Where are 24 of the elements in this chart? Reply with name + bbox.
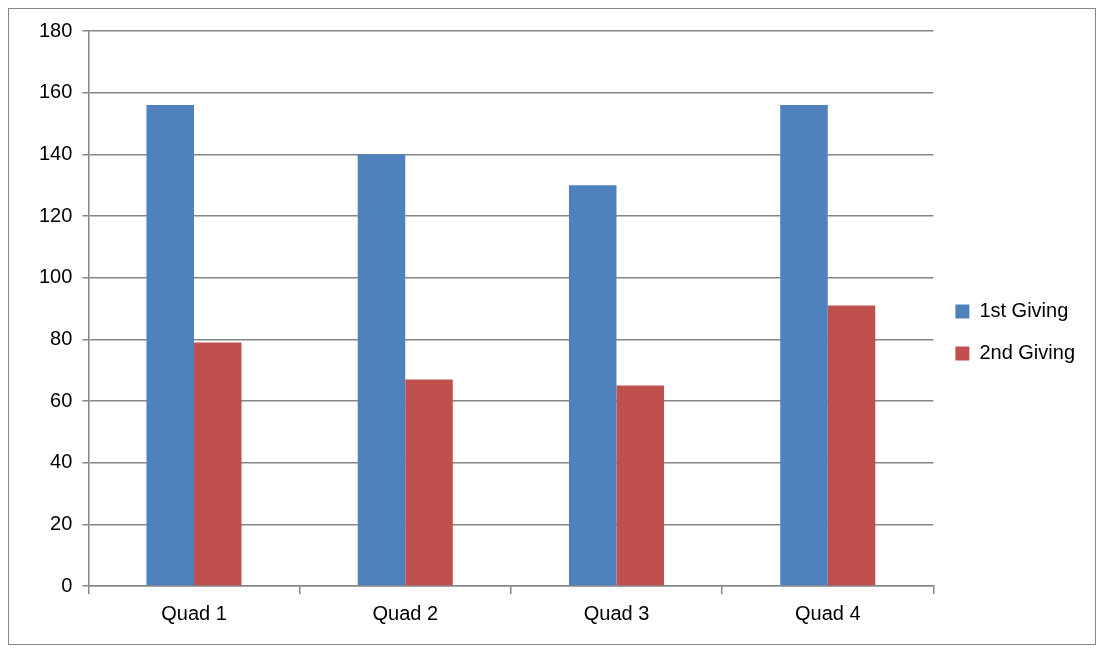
bar: [780, 105, 828, 586]
x-tick-label: Quad 3: [583, 601, 650, 624]
y-tick-label: 100: [38, 265, 73, 288]
x-tick-label: Quad 4: [794, 601, 861, 624]
y-tick-label: 160: [38, 80, 73, 103]
legend-label: 1st Giving: [979, 299, 1069, 322]
legend-label: 2nd Giving: [979, 341, 1076, 364]
y-tick-label: 40: [50, 450, 73, 473]
y-tick-label: 120: [38, 203, 73, 226]
y-tick-label: 80: [50, 326, 73, 349]
bar: [146, 105, 194, 586]
y-tick-label: 60: [50, 388, 73, 411]
y-tick-label: 140: [38, 141, 73, 164]
x-tick-label: Quad 1: [161, 601, 227, 624]
y-tick-label: 0: [61, 573, 73, 596]
bar: [827, 305, 876, 586]
y-tick-label: 180: [38, 18, 73, 41]
bar: [405, 379, 453, 586]
y-tick-label: 20: [50, 511, 73, 534]
bar: [568, 185, 617, 586]
x-tick-label: Quad 2: [372, 601, 439, 624]
bar: [616, 385, 665, 586]
bar: [357, 154, 406, 586]
bar: [194, 342, 242, 586]
